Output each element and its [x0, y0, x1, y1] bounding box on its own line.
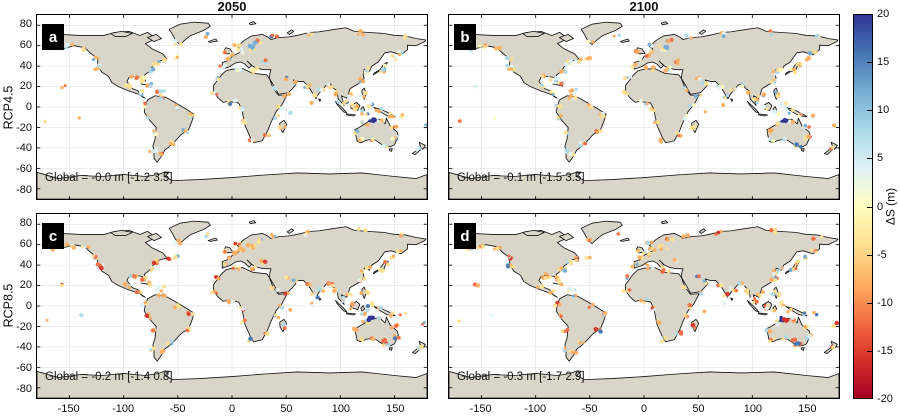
x-tick-label: 50 — [280, 403, 293, 415]
panel-letter-d: d — [454, 223, 476, 249]
y-tick-label: 80 — [19, 18, 32, 31]
y-tick-label: -20 — [16, 320, 32, 333]
global-annotation-b: Global = -0.1 m [-1.5 3.5] — [457, 172, 585, 184]
global-annotation-d: Global = -0.3 m [-1.7 2.9] — [457, 371, 585, 383]
x-tick-label: 50 — [692, 403, 705, 415]
y-tick-label: -60 — [16, 362, 32, 374]
column-title-2100: 2100 — [629, 0, 659, 14]
colorbar-tick-mark — [867, 62, 872, 64]
x-tick-label: -50 — [169, 403, 186, 415]
colorbar-tick-label: -5 — [877, 248, 887, 261]
colorbar-tick-label: 15 — [877, 56, 890, 69]
x-tick-label: -50 — [581, 403, 598, 415]
y-tick-label: 0 — [25, 300, 32, 312]
y-tick-label: -80 — [16, 183, 32, 196]
panel-letter-c: c — [42, 223, 64, 249]
map-panel-b: b Global = -0.1 m [-1.5 3.5] — [448, 14, 840, 200]
y-tick-label: -60 — [16, 163, 32, 175]
x-tick-label: -100 — [112, 403, 135, 415]
colorbar-tick-label: -15 — [877, 344, 893, 357]
y-tick-label: -40 — [16, 341, 32, 354]
colorbar-tick-label: -10 — [877, 296, 893, 309]
y-tick-label: 0 — [25, 101, 32, 113]
x-tick-label: 100 — [743, 403, 763, 415]
x-tick-label: -100 — [524, 403, 547, 415]
colorbar-tick-mark — [867, 206, 872, 208]
world-map-d — [449, 214, 839, 398]
x-tick-label: 0 — [640, 403, 648, 415]
map-panel-d: d Global = -0.3 m [-1.7 2.9] — [448, 213, 840, 399]
y-tick-label: -40 — [16, 142, 32, 155]
colorbar-tick-mark — [867, 158, 872, 160]
y-tick-label: 40 — [19, 59, 32, 72]
panel-letter-b: b — [454, 24, 476, 50]
colorbar-tick-label: -20 — [877, 393, 893, 405]
colorbar-tick-mark — [867, 254, 872, 256]
y-tick-label: 20 — [19, 80, 32, 93]
y-tick-label: 80 — [19, 217, 32, 230]
panel-letter-a: a — [42, 24, 64, 50]
colorbar-tick-label: 20 — [877, 8, 890, 20]
world-map-b — [449, 15, 839, 199]
y-tick-label: 20 — [19, 279, 32, 292]
global-annotation-c: Global = -0.2 m [-1.4 0.8] — [45, 371, 173, 383]
world-map-a — [37, 15, 427, 199]
x-tick-label: 0 — [228, 403, 236, 415]
colorbar-tick-label: 0 — [877, 200, 884, 213]
y-tick-label: 60 — [19, 39, 32, 51]
y-tick-label: 40 — [19, 258, 32, 271]
y-tick-label: -80 — [16, 382, 32, 395]
x-tick-label: 100 — [331, 403, 351, 415]
x-tick-label: 150 — [386, 403, 405, 415]
colorbar-tick-label: 5 — [877, 152, 884, 165]
x-tick-label: -150 — [469, 403, 492, 415]
map-panel-c: c Global = -0.2 m [-1.4 0.8] — [36, 213, 428, 399]
column-title-2050: 2050 — [217, 0, 247, 14]
y-tick-label: 60 — [19, 238, 32, 250]
global-annotation-a: Global = -0.0 m [-1.2 3.5] — [45, 172, 173, 184]
colorbar-tick-mark — [867, 302, 872, 304]
world-map-c — [37, 214, 427, 398]
colorbar-tick-label: 10 — [877, 104, 890, 117]
colorbar-tick-mark — [867, 110, 872, 112]
y-tick-label: -20 — [16, 121, 32, 134]
map-panel-a: a Global = -0.0 m [-1.2 3.5] — [36, 14, 428, 200]
x-tick-label: 150 — [798, 403, 817, 415]
colorbar-tick-mark — [867, 350, 872, 352]
x-tick-label: -150 — [57, 403, 80, 415]
colorbar-axis-label: ΔS (m) — [883, 187, 898, 226]
